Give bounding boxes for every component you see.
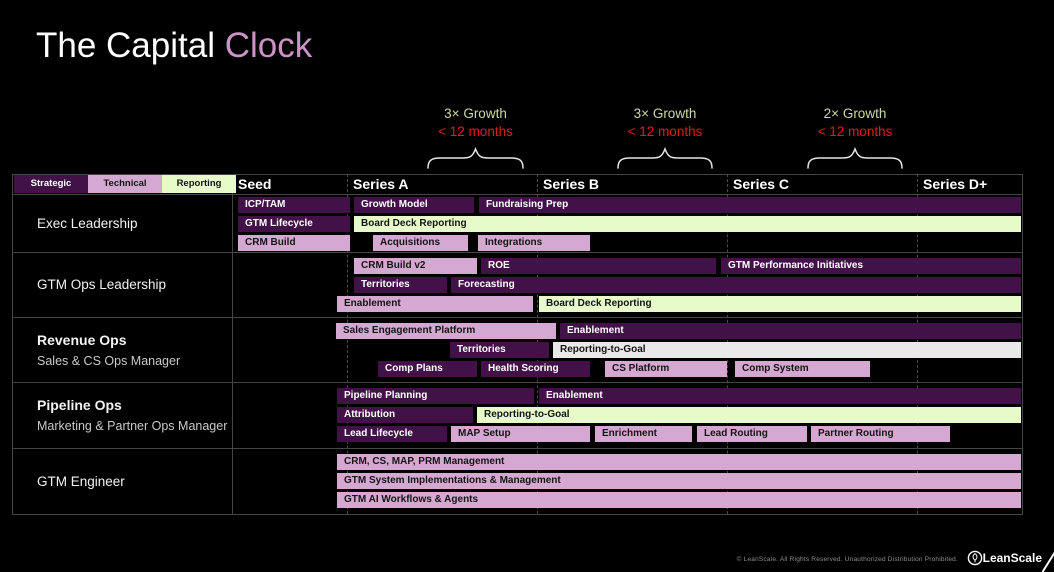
corner-slash-decoration: [1041, 547, 1054, 572]
row-divider: [12, 252, 1022, 253]
growth-label: 2× Growth: [823, 106, 887, 121]
title-prefix: The Capital: [36, 26, 225, 65]
bar-reporting-to-goal: Reporting-to-Goal: [553, 342, 1021, 358]
bar-territories: Territories: [450, 342, 549, 358]
months-label: < 12 months: [817, 124, 893, 139]
row-title: Revenue Ops: [37, 331, 127, 348]
growth-annotation-1: 3× Growth < 12 months: [427, 106, 524, 170]
bar-board-deck-reporting: Board Deck Reporting: [354, 216, 1021, 232]
growth-label: 3× Growth: [444, 106, 507, 121]
bar-gtm-ai-workflows-agents: GTM AI Workflows & Agents: [337, 492, 1021, 508]
bar-gtm-lifecycle: GTM Lifecycle: [238, 216, 350, 232]
row-divider: [12, 382, 1022, 383]
growth-label: 3× Growth: [633, 106, 697, 121]
bar-crm-build-v2: CRM Build v2: [354, 258, 477, 274]
page-title: The Capital Clock: [36, 26, 312, 66]
row-label-exec-leadership: Exec Leadership: [13, 195, 232, 251]
bar-health-scoring: Health Scoring: [481, 361, 590, 377]
row-subtitle: Sales & CS Ops Manager: [37, 353, 181, 368]
bar-board-deck-reporting: Board Deck Reporting: [539, 296, 1021, 312]
bar-crm-build: CRM Build: [238, 235, 350, 251]
bar-cs-platform: CS Platform: [605, 361, 727, 377]
bar-map-setup: MAP Setup: [451, 426, 590, 442]
bar-roe: ROE: [481, 258, 716, 274]
legend-item-technical: Technical: [88, 175, 162, 193]
bar-integrations: Integrations: [478, 235, 590, 251]
growth-annotation-2: 3× Growth < 12 months: [617, 106, 713, 170]
bar-comp-plans: Comp Plans: [378, 361, 477, 377]
bar-pipeline-planning: Pipeline Planning: [337, 388, 534, 404]
bar-enablement: Enablement: [560, 323, 1021, 339]
row-title: GTM Ops Leadership: [37, 277, 167, 292]
row-subtitle: Marketing & Partner Ops Manager: [37, 419, 228, 433]
months-label: < 12 months: [438, 124, 513, 139]
column-divider: [347, 174, 348, 514]
grid-border: [12, 174, 1023, 515]
legend-item-strategic: Strategic: [14, 175, 88, 193]
bar-gtm-performance-initiatives: GTM Performance Initiatives: [721, 258, 1021, 274]
bar-crm-cs-map-prm-management: CRM, CS, MAP, PRM Management: [337, 454, 1021, 470]
title-accent: Clock: [224, 26, 313, 65]
row-title: GTM Engineer: [37, 473, 125, 489]
row-label-pipeline-ops: Pipeline Ops Marketing & Partner Ops Mana…: [13, 383, 232, 447]
bar-reporting-to-goal: Reporting-to-Goal: [477, 407, 1021, 423]
legend-item-reporting: Reporting: [162, 175, 236, 193]
row-title: Exec Leadership: [37, 215, 138, 231]
brand-name: LeanScale: [982, 551, 1042, 565]
bar-fundraising-prep: Fundraising Prep: [479, 197, 1021, 213]
bar-lead-lifecycle: Lead Lifecycle: [337, 426, 447, 442]
brace-icon: [427, 147, 524, 169]
column-header-series-c: Series C: [733, 176, 790, 192]
row-label-gtm-ops-leadership: GTM Ops Leadership: [13, 253, 232, 316]
bar-gtm-system-implementations-management: GTM System Implementations & Management: [337, 473, 1021, 489]
bar-enablement: Enablement: [539, 388, 1021, 404]
row-divider: [12, 194, 1022, 195]
column-header-series-d: Series D+: [923, 176, 988, 192]
bar-acquisitions: Acquisitions: [373, 235, 468, 251]
bar-partner-routing: Partner Routing: [811, 426, 950, 442]
label-column-divider: [232, 174, 233, 514]
column-header-series-b: Series B: [543, 176, 600, 192]
leanscale-logo-icon: [967, 550, 983, 566]
row-label-revenue-ops: Revenue Ops Sales & CS Ops Manager: [13, 318, 232, 381]
row-label-gtm-engineer: GTM Engineer: [13, 449, 232, 513]
bar-forecasting: Forecasting: [451, 277, 1021, 293]
bar-icp-tam: ICP/TAM: [238, 197, 350, 213]
row-title: Pipeline Ops: [37, 397, 122, 413]
bar-lead-routing: Lead Routing: [697, 426, 807, 442]
bar-sales-engagement-platform: Sales Engagement Platform: [336, 323, 556, 339]
bar-attribution: Attribution: [337, 407, 473, 423]
growth-annotation-3: 2× Growth < 12 months: [807, 106, 903, 170]
row-divider: [12, 317, 1022, 318]
row-divider: [12, 448, 1022, 449]
brace-icon: [807, 147, 903, 169]
column-header-series-a: Series A: [353, 176, 409, 192]
column-header-seed: Seed: [238, 176, 272, 192]
copyright-text: © LeanScale. All Rights Reserved. Unauth…: [736, 556, 958, 563]
months-label: < 12 months: [627, 124, 703, 139]
bar-comp-system: Comp System: [735, 361, 870, 377]
bar-enablement: Enablement: [337, 296, 533, 312]
bar-enrichment: Enrichment: [595, 426, 692, 442]
bar-territories: Territories: [354, 277, 447, 293]
bar-growth-model: Growth Model: [354, 197, 474, 213]
brace-icon: [617, 147, 713, 169]
